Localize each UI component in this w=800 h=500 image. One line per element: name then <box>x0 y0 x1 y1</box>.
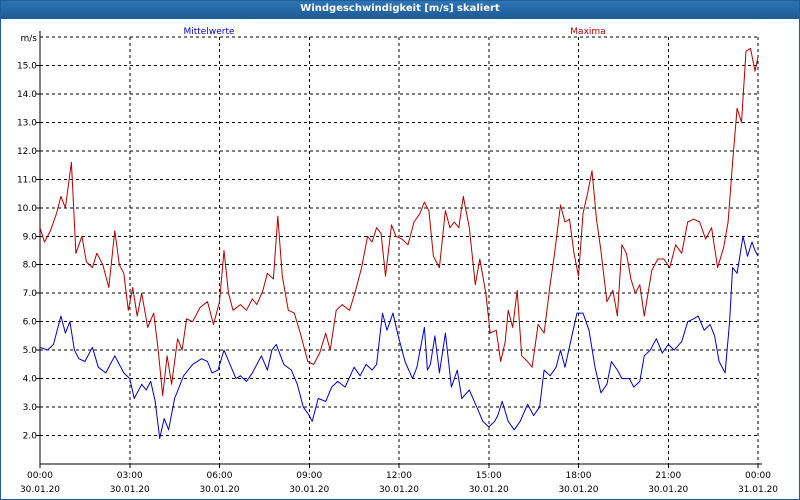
y-tick-label: 12.0 <box>17 147 37 157</box>
y-tick-label: 7.0 <box>23 289 38 299</box>
y-tick-label: 5.0 <box>23 346 38 356</box>
legend-label-maxima: Maxima <box>570 27 605 37</box>
x-tick-time-label: 00:00 <box>27 471 53 481</box>
y-tick-label: 2.0 <box>23 432 38 442</box>
x-tick-date-label: 30.01.20 <box>199 485 239 495</box>
x-tick-date-label: 30.01.20 <box>20 485 60 495</box>
axes <box>36 31 762 468</box>
x-tick-time-label: 09:00 <box>296 471 322 481</box>
window-title: Windgeschwindigkeit [m/s] skaliert <box>300 3 500 14</box>
y-tick-label: 9.0 <box>23 232 38 242</box>
series-lines <box>39 47 759 439</box>
y-tick-label: 6.0 <box>23 318 38 328</box>
x-tick-time-label: 21:00 <box>655 471 681 481</box>
y-tick-label: 4.0 <box>23 375 38 385</box>
series-line-mittelwerte <box>39 235 759 439</box>
y-tick-label: 10.0 <box>17 204 37 214</box>
series-line-maxima <box>39 47 759 397</box>
y-tick-label: 14.0 <box>17 90 37 100</box>
y-tick-label: 8.0 <box>23 261 38 271</box>
x-tick-date-label: 30.01.20 <box>379 485 419 495</box>
y-tick-label: 15.0 <box>17 61 37 71</box>
x-tick-date-label: 30.01.20 <box>469 485 509 495</box>
x-tick-date-label: 30.01.20 <box>558 485 598 495</box>
y-tick-label: 3.0 <box>23 403 38 413</box>
labels: 2.0 3.0 4.0 5.0 6.0 7.0 8.0 9.0 10.0 11.0 12.0 13.0… <box>17 27 778 495</box>
x-tick-date-label: 30.01.20 <box>289 485 329 495</box>
x-tick-time-label: 15:00 <box>476 471 502 481</box>
y-tick-label: 13.0 <box>17 118 37 128</box>
x-tick-date-label: 31.01.20 <box>738 485 778 495</box>
x-tick-date-label: 30.01.20 <box>110 485 150 495</box>
y-tick-label: 11.0 <box>17 175 37 185</box>
title-bar: Windgeschwindigkeit [m/s] skaliert <box>1 1 799 19</box>
legend-label-mittelwerte: Mittelwerte <box>183 27 234 37</box>
x-tick-time-label: 12:00 <box>386 471 412 481</box>
x-tick-date-label: 30.01.20 <box>648 485 688 495</box>
x-tick-time-label: 18:00 <box>566 471 592 481</box>
x-tick-time-label: 00:00 <box>745 471 771 481</box>
x-tick-time-label: 06:00 <box>207 471 233 481</box>
x-tick-time-label: 03:00 <box>117 471 143 481</box>
y-axis-unit-label: m/s <box>21 34 38 44</box>
grid-lines <box>40 36 759 464</box>
